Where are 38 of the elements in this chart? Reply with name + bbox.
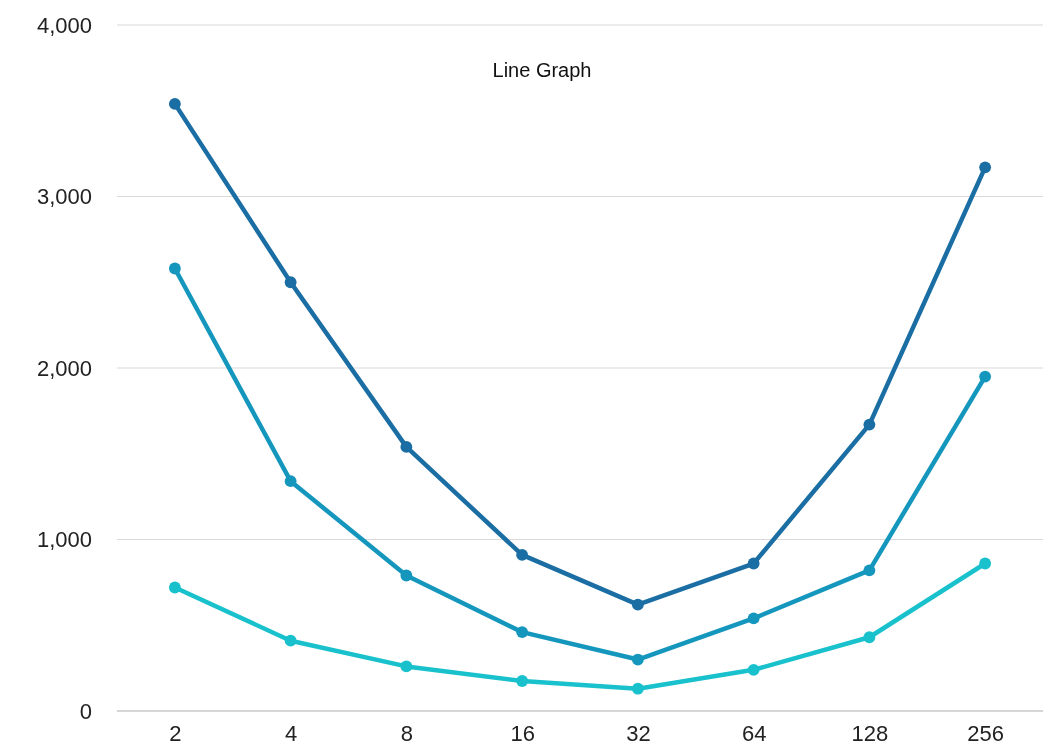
x-tick-label: 16 [510,720,535,746]
point [284,276,297,289]
point [979,557,992,570]
point [168,581,181,594]
point [400,440,413,453]
x-tick-label: 32 [626,720,651,746]
point [631,682,644,695]
point [516,675,529,687]
point [979,161,992,174]
x-tick-label: 2 [169,720,182,746]
point [631,653,644,666]
x-tick-label: 256 [967,720,1004,746]
point [747,612,760,625]
point [516,626,529,639]
point [516,549,529,561]
point [631,598,644,611]
point [284,634,297,647]
point [168,97,181,110]
point [863,418,876,431]
y-tick-label: 1,000 [36,527,92,553]
y-tick-label: 3,000 [36,184,92,210]
x-tick-label: 128 [851,720,889,746]
x-tick-label: 64 [741,720,767,746]
y-tick-label: 4,000 [36,12,92,38]
y-tick-label: 2,000 [36,355,92,381]
point [747,557,760,570]
point [979,370,992,383]
point [284,475,297,488]
point [863,564,876,577]
point [168,262,181,275]
point [400,660,413,673]
text: Line Graph [492,59,592,81]
point [863,631,876,644]
point [747,663,760,676]
y-tick-label: 0 [79,698,92,724]
point [400,569,413,582]
x-tick-label: 4 [285,720,298,746]
x-tick-label: 8 [400,720,413,746]
